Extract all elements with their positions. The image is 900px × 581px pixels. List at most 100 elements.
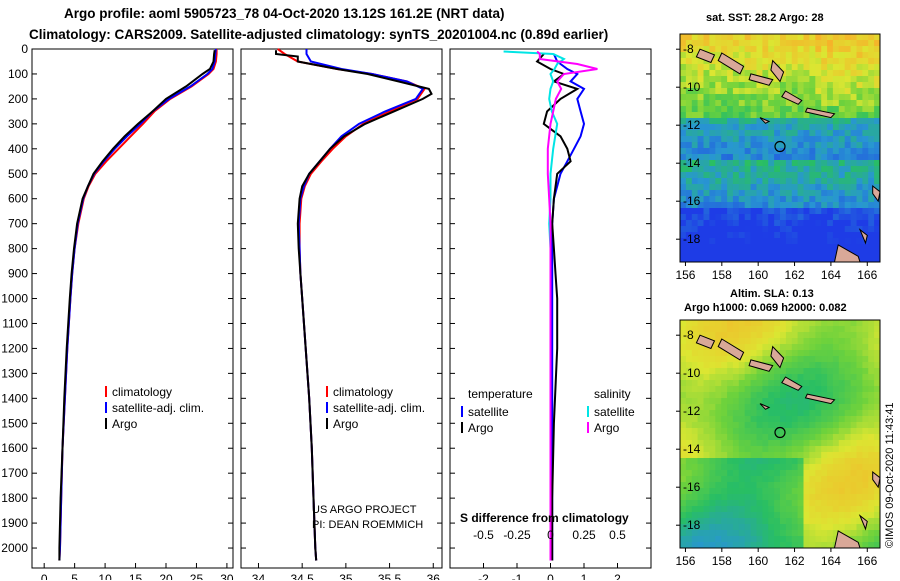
map-cell: [838, 82, 846, 89]
map-cell: [862, 148, 869, 155]
map-cell: [768, 428, 775, 435]
map-cell: [697, 100, 704, 107]
map-cell: [832, 232, 840, 239]
map-cell: [844, 494, 852, 501]
map-cell: [803, 118, 810, 125]
map-cell: [791, 40, 799, 47]
map-cell: [680, 148, 687, 155]
map-cell: [774, 428, 781, 435]
map-cell: [744, 190, 752, 197]
map-cell: [750, 344, 757, 351]
map-cell: [727, 356, 734, 363]
map-cell: [680, 500, 687, 507]
map-cell: [744, 416, 752, 423]
map-cell: [768, 524, 775, 531]
map-cell: [727, 52, 734, 59]
map-cell: [827, 226, 834, 233]
map-cell: [727, 338, 734, 345]
map-cell: [868, 148, 875, 155]
map-cell: [721, 154, 728, 161]
map-cell: [780, 374, 787, 381]
map-cell: [862, 250, 869, 257]
map-cell: [827, 410, 834, 417]
map-cell: [756, 500, 763, 507]
map-cell: [856, 542, 863, 549]
map-cell: [791, 166, 799, 173]
map-cell: [780, 344, 787, 351]
map-cell: [874, 524, 881, 531]
map-cell: [750, 124, 757, 131]
map-cell: [815, 166, 822, 173]
map-cell: [809, 458, 816, 465]
map-cell: [844, 178, 852, 185]
map-cell: [832, 190, 840, 197]
map-cell: [732, 226, 740, 233]
map-cell: [844, 124, 852, 131]
map-cell: [803, 82, 810, 89]
map-cell: [738, 500, 746, 507]
map-cell: [803, 190, 810, 197]
map-cell: [809, 524, 816, 531]
map-cell: [703, 380, 710, 387]
map-cell: [874, 76, 881, 83]
map-cell: [756, 58, 763, 65]
map-cell: [856, 440, 863, 447]
map-cell: [732, 202, 740, 209]
map-cell: [744, 362, 752, 369]
map-cell: [862, 320, 869, 327]
map-cell: [785, 136, 793, 143]
map-cell: [685, 524, 693, 531]
map-cell: [874, 88, 881, 95]
map-cell: [791, 190, 799, 197]
map-cell: [750, 404, 757, 411]
map-cell: [791, 142, 799, 149]
map-cell: [821, 464, 828, 471]
map-cell: [721, 434, 728, 441]
map-cell: [856, 362, 863, 369]
map-cell: [827, 52, 834, 59]
map-cell: [797, 136, 804, 143]
map-cell: [838, 52, 846, 59]
map-cell: [774, 530, 781, 537]
map-cell: [827, 386, 834, 393]
map-cell: [785, 392, 793, 399]
map-cell: [827, 136, 834, 143]
map-cell: [680, 196, 687, 203]
map-cell: [827, 518, 834, 525]
map-cell: [709, 350, 716, 357]
map-cell: [844, 332, 852, 339]
map-cell: [715, 52, 722, 59]
map-cell: [856, 124, 863, 131]
map-cell: [709, 256, 716, 263]
map-cell: [768, 422, 775, 429]
map-cell: [809, 124, 816, 131]
map-cell: [709, 244, 716, 251]
map-cell: [715, 500, 722, 507]
map-cell: [844, 88, 852, 95]
map-cell: [827, 356, 834, 363]
map-cell: [832, 148, 840, 155]
map-cell: [780, 446, 787, 453]
map-cell: [832, 458, 840, 465]
map-cell: [797, 494, 804, 501]
map-cell: [862, 536, 869, 543]
map-cell: [727, 256, 734, 263]
map-cell: [815, 392, 822, 399]
map-cell: [703, 76, 710, 83]
map-cell: [832, 46, 840, 53]
map-cell: [697, 214, 704, 221]
map-cell: [709, 332, 716, 339]
map-cell: [691, 518, 699, 525]
map-cell: [738, 404, 746, 411]
map-cell: [868, 208, 875, 215]
map-cell: [856, 398, 863, 405]
map-cell: [697, 536, 704, 543]
series-line-t-argo: [535, 53, 580, 561]
map-cell: [850, 34, 857, 41]
map-cell: [809, 464, 816, 471]
map-cell: [703, 238, 710, 245]
map-cell: [809, 190, 816, 197]
map-cell: [691, 488, 699, 495]
map-cell: [721, 392, 728, 399]
map-cell: [827, 434, 834, 441]
